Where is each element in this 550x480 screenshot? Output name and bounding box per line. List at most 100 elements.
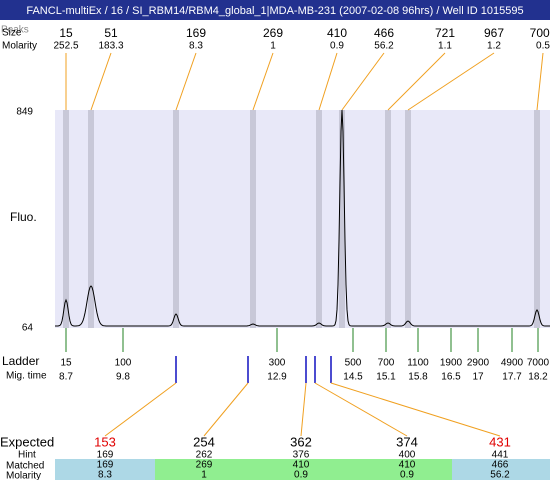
peak-connector: [407, 52, 495, 111]
peak-connector: [175, 52, 197, 111]
matched-molarity: 0.9: [294, 470, 308, 480]
matched-label: Matched: [6, 461, 44, 472]
peak-band: [339, 110, 345, 328]
matched-band: [452, 459, 550, 480]
ladder-size: 1100: [407, 358, 429, 369]
peak-band: [250, 110, 256, 328]
ladder-size: 4900: [501, 358, 524, 369]
ladder-label: Ladder: [2, 354, 39, 368]
ladder-time: 9.8: [116, 372, 130, 383]
expected-size: 374: [396, 434, 418, 449]
matched-molarity: 0.9: [400, 470, 414, 480]
peak-size: 410: [327, 26, 347, 40]
peak-molarity: 183.3: [98, 41, 123, 52]
peak-molarity: 56.2: [374, 41, 394, 52]
y-bottom-label: 64: [22, 323, 34, 334]
ladder-size: 15: [60, 358, 72, 369]
size-label: Size: [2, 28, 22, 39]
ladder-size: 500: [345, 358, 362, 369]
expected-size: 431: [489, 434, 511, 449]
peak-connector: [252, 52, 274, 111]
expected-size: 254: [193, 434, 215, 449]
ladder-time: 15.1: [376, 372, 396, 383]
hint-size: 169: [97, 450, 114, 461]
peak-molarity: 0.9: [330, 41, 344, 52]
ladder-time: 17.7: [502, 372, 522, 383]
peak-molarity: 0.5: [536, 41, 550, 52]
peak-band: [534, 110, 540, 328]
hint-size: 400: [399, 450, 416, 461]
peak-connector: [387, 52, 446, 111]
peak-band: [63, 110, 69, 328]
ladder-time: 12.9: [267, 372, 287, 383]
expected-connector: [314, 382, 408, 437]
ladder-size: 1900: [440, 358, 463, 369]
peak-band: [405, 110, 411, 328]
hint-label: Hint: [18, 450, 36, 461]
matched-size: 466: [492, 460, 509, 471]
y-axis-label: Fluo.: [10, 210, 37, 224]
ladder-size: 300: [269, 358, 286, 369]
peak-band: [316, 110, 322, 328]
expected-connector: [104, 382, 177, 437]
expected-size: 153: [94, 434, 116, 449]
molarity-label: Molarity: [2, 41, 37, 52]
matched-molarity: 8.3: [98, 470, 112, 480]
y-top-label: 849: [16, 107, 33, 118]
hint-size: 262: [196, 450, 213, 461]
matched-size: 410: [293, 460, 310, 471]
peak-molarity: 1: [270, 41, 276, 52]
peak-connector: [318, 52, 338, 111]
hint-size: 441: [492, 450, 509, 461]
peak-size: 169: [186, 26, 206, 40]
peak-band: [385, 110, 391, 328]
plot-area: [55, 110, 550, 328]
matched-size: 269: [196, 460, 213, 471]
peak-band: [88, 110, 94, 328]
expected-molarity-label: Molarity: [6, 471, 41, 480]
ladder-time: 17: [472, 372, 484, 383]
peak-connector: [90, 52, 112, 111]
peak-molarity: 8.3: [189, 41, 203, 52]
peak-size: 721: [435, 26, 455, 40]
peak-connector: [341, 52, 385, 111]
peak-size: 269: [263, 26, 283, 40]
ladder-time: 15.8: [408, 372, 428, 383]
peak-size: 51: [104, 26, 118, 40]
peak-molarity: 1.2: [487, 41, 501, 52]
title-bar: [0, 0, 550, 20]
peak-band: [173, 110, 179, 328]
trace: [55, 109, 550, 327]
peak-molarity: 1.1: [438, 41, 452, 52]
expected-connector: [330, 382, 501, 437]
ladder-size: 700: [378, 358, 395, 369]
expected-size: 362: [290, 434, 312, 449]
expected-connector: [203, 382, 249, 437]
peak-size: 466: [374, 26, 394, 40]
expected-connector: [300, 382, 307, 437]
ladder-size: 2900: [467, 358, 490, 369]
hint-size: 376: [293, 450, 310, 461]
ladder-time: 16.5: [441, 372, 461, 383]
ladder-size: 7000: [527, 358, 550, 369]
ladder-time: 18.2: [528, 372, 548, 383]
peak-connector: [536, 52, 544, 111]
ladder-time: 8.7: [59, 372, 73, 383]
matched-size: 169: [97, 460, 114, 471]
matched-size: 410: [399, 460, 416, 471]
matched-molarity: 56.2: [490, 470, 510, 480]
peaks-label: Peaks: [1, 25, 29, 36]
matched-band: [155, 459, 452, 480]
peak-molarity: 252.5: [53, 41, 78, 52]
ladder-time: 14.5: [343, 372, 363, 383]
peak-size: 967: [484, 26, 504, 40]
expected-label: Expected: [0, 434, 54, 449]
peak-size: 7000: [530, 26, 550, 40]
ladder-size: 100: [115, 358, 132, 369]
matched-molarity: 1: [201, 470, 207, 480]
title: FANCL-multiEx / 16 / SI_RBM14/RBM4_globa…: [26, 5, 523, 17]
mig-time-label: Mig. time: [6, 371, 47, 382]
peak-size: 15: [59, 26, 73, 40]
matched-band: [55, 459, 155, 480]
